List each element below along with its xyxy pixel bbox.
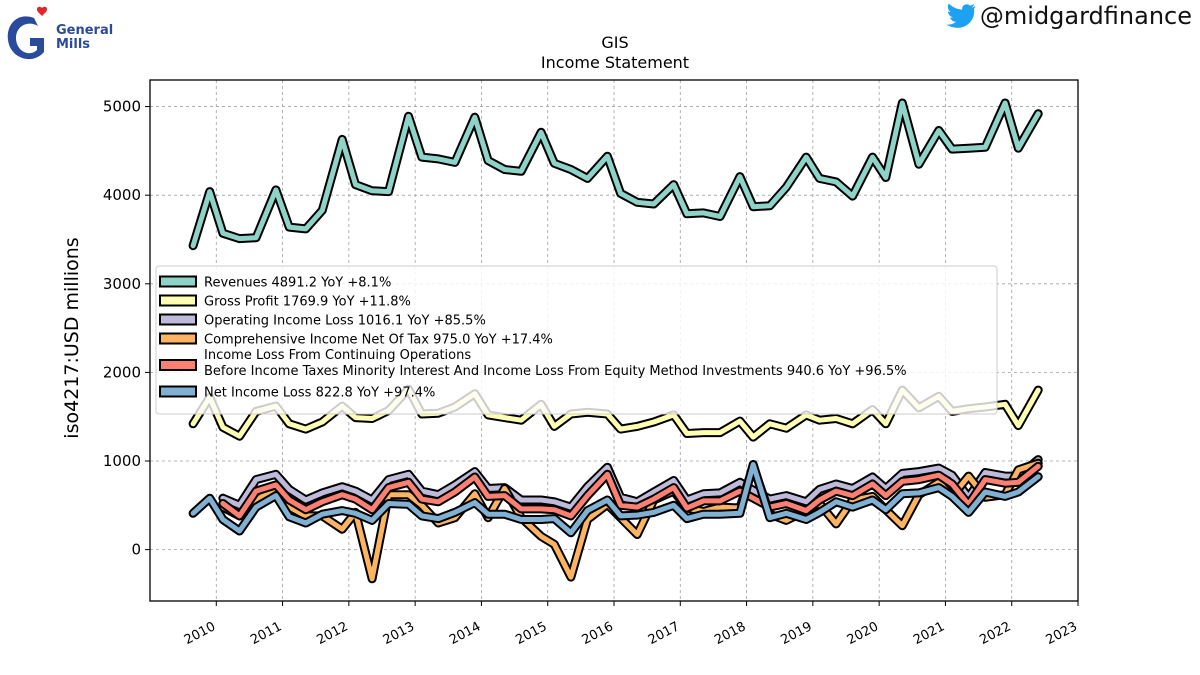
legend-label: Net Income Loss 822.8 YoY +97.4% bbox=[204, 386, 435, 401]
legend-label: Before Income Taxes Minority Interest An… bbox=[204, 364, 907, 379]
x-tick-label: 2021 bbox=[911, 619, 947, 648]
x-tick-label: 2017 bbox=[646, 619, 682, 648]
chart-title: GIS bbox=[601, 33, 628, 52]
y-tick-label: 3000 bbox=[103, 275, 141, 293]
series-comprehensive_income-line bbox=[220, 460, 1041, 582]
series-pretax_income bbox=[218, 461, 1043, 521]
legend-item-revenues: Revenues 4891.2 YoY +8.1% bbox=[159, 275, 391, 291]
general-mills-logo: General Mills bbox=[4, 4, 124, 68]
series-revenues bbox=[188, 98, 1043, 251]
series-revenues-line bbox=[190, 100, 1041, 249]
logo-wordmark: General Mills bbox=[56, 24, 113, 52]
x-tick-label: 2014 bbox=[447, 619, 483, 648]
legend-item-net_income: Net Income Loss 822.8 YoY +97.4% bbox=[159, 385, 435, 401]
heart-icon bbox=[36, 6, 48, 16]
x-tick-label: 2012 bbox=[314, 619, 350, 648]
legend-box bbox=[155, 265, 998, 415]
twitter-bird-icon bbox=[946, 3, 975, 28]
y-axis-ticks: 0 1000 2000 3000 4000 5000 bbox=[103, 98, 150, 559]
series-pretax_income-line bbox=[220, 463, 1041, 519]
series-operating_income-line bbox=[220, 457, 1041, 510]
series-comprehensive_income bbox=[218, 458, 1043, 584]
legend-swatch bbox=[159, 313, 197, 326]
legend-label: Operating Income Loss 1016.1 YoY +85.5% bbox=[204, 314, 486, 329]
x-tick-label: 2020 bbox=[845, 619, 881, 648]
chart-subtitle: Income Statement bbox=[541, 53, 689, 72]
legend-item-operating_income: Operating Income Loss 1016.1 YoY +85.5% bbox=[159, 313, 486, 329]
x-tick-label: 2019 bbox=[778, 619, 814, 648]
series-operating_income bbox=[218, 455, 1043, 512]
y-tick-label: 0 bbox=[131, 541, 141, 559]
x-axis-ticks: 2010 2011 2012 2013 2014 2015 2016 2017 2018 2019… bbox=[182, 601, 1080, 648]
legend-swatch bbox=[159, 275, 197, 288]
series-net_income-line bbox=[190, 462, 1041, 536]
x-tick-label: 2016 bbox=[580, 619, 616, 648]
y-axis-label: iso4217:USD millions bbox=[61, 237, 83, 438]
legend-label: Revenues 4891.2 YoY +8.1% bbox=[204, 276, 391, 291]
logo-line-2: Mills bbox=[56, 37, 91, 52]
legend-swatch bbox=[159, 385, 197, 398]
legend-swatch bbox=[159, 332, 197, 345]
legend-swatch bbox=[159, 359, 197, 371]
legend: Revenues 4891.2 YoY +8.1% Gross Profit 17… bbox=[155, 265, 998, 415]
x-tick-label: 2015 bbox=[513, 619, 549, 648]
y-tick-label: 4000 bbox=[103, 186, 141, 204]
x-tick-label: 2023 bbox=[1044, 619, 1080, 648]
legend-label: Comprehensive Income Net Of Tax 975.0 Yo… bbox=[204, 333, 553, 348]
x-tick-label: 2022 bbox=[977, 619, 1013, 648]
legend-item-comprehensive_income: Comprehensive Income Net Of Tax 975.0 Yo… bbox=[159, 332, 553, 348]
y-tick-label: 1000 bbox=[103, 452, 141, 470]
legend-label: Income Loss From Continuing Operations bbox=[204, 348, 471, 363]
y-tick-label: 2000 bbox=[103, 363, 141, 381]
legend-label: Gross Profit 1769.9 YoY +11.8% bbox=[204, 295, 411, 310]
x-tick-label: 2013 bbox=[381, 619, 417, 648]
x-tick-label: 2011 bbox=[248, 619, 284, 648]
series-net_income bbox=[188, 460, 1043, 538]
twitter-handle: @midgardfinance bbox=[946, 2, 1192, 30]
legend-item-pretax_income: Income Loss From Continuing OperationsBe… bbox=[159, 348, 907, 379]
legend-swatch bbox=[159, 294, 197, 307]
legend-item-gross_profit: Gross Profit 1769.9 YoY +11.8% bbox=[159, 294, 411, 310]
general-mills-g-icon bbox=[7, 6, 48, 60]
x-tick-label: 2018 bbox=[712, 619, 748, 648]
logo-line-1: General bbox=[56, 23, 114, 38]
y-tick-label: 5000 bbox=[103, 98, 141, 116]
x-tick-label: 2010 bbox=[182, 619, 218, 648]
handle-text: @midgardfinance bbox=[979, 2, 1192, 30]
